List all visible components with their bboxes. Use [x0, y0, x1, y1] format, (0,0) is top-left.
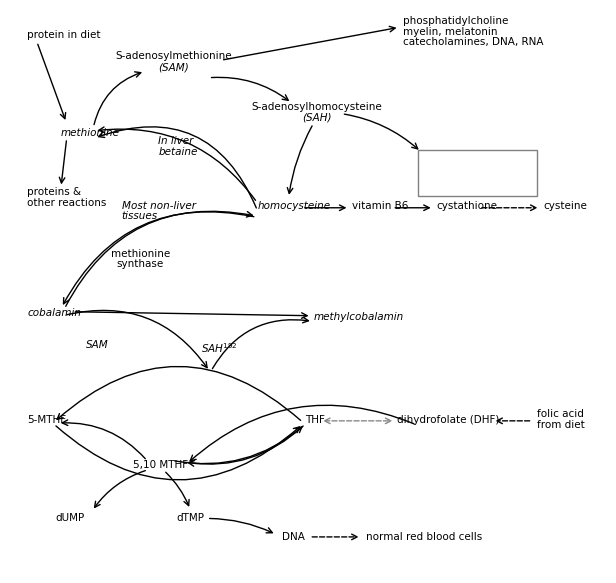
- Text: normal red blood cells: normal red blood cells: [366, 532, 482, 542]
- Text: protein in diet: protein in diet: [27, 30, 100, 40]
- FancyBboxPatch shape: [418, 150, 537, 196]
- Text: methionine: methionine: [61, 128, 120, 138]
- Text: synthase: synthase: [116, 259, 164, 269]
- Text: DNA: DNA: [282, 532, 305, 542]
- Text: 5-MTHF: 5-MTHF: [27, 415, 67, 424]
- Text: tissues: tissues: [122, 212, 158, 222]
- Text: In liver: In liver: [158, 136, 194, 146]
- Text: vitamin B6: vitamin B6: [352, 201, 408, 211]
- Text: methionine: methionine: [110, 249, 170, 259]
- Text: other reactions: other reactions: [27, 198, 107, 208]
- Text: cysteine: cysteine: [543, 201, 587, 211]
- Text: folic acid: folic acid: [537, 409, 584, 419]
- Text: myelin, melatonin: myelin, melatonin: [403, 27, 497, 37]
- Text: S-adenosylhomocysteine: S-adenosylhomocysteine: [252, 101, 383, 112]
- Text: dTMP: dTMP: [177, 514, 205, 524]
- Text: from diet: from diet: [537, 420, 585, 430]
- Text: SAM: SAM: [86, 340, 109, 350]
- Text: THF: THF: [305, 415, 325, 424]
- Text: Most non-liver: Most non-liver: [122, 201, 196, 211]
- Text: SAH$^{192}$: SAH$^{192}$: [201, 341, 238, 355]
- Text: betaine: betaine: [158, 147, 198, 157]
- Text: methylcobalamin: methylcobalamin: [314, 312, 404, 322]
- Text: 5,10 MTHF: 5,10 MTHF: [132, 460, 188, 470]
- Text: (SAM): (SAM): [158, 62, 189, 72]
- Text: Especially in high: Especially in high: [432, 156, 523, 166]
- Text: cystathione: cystathione: [436, 201, 497, 211]
- Text: cobalamin: cobalamin: [27, 308, 81, 318]
- Text: homocysteine: homocysteine: [258, 201, 331, 211]
- Text: methionine intakes: methionine intakes: [428, 166, 527, 177]
- Text: dihydrofolate (DHF): dihydrofolate (DHF): [397, 415, 499, 424]
- Text: S-adenosylmethionine: S-adenosylmethionine: [115, 51, 232, 61]
- Text: dUMP: dUMP: [55, 514, 84, 524]
- Text: (SAH): (SAH): [302, 112, 332, 122]
- Text: catecholamines, DNA, RNA: catecholamines, DNA, RNA: [403, 37, 543, 47]
- Text: proteins &: proteins &: [27, 187, 81, 197]
- Text: phosphatidylcholine: phosphatidylcholine: [403, 16, 508, 26]
